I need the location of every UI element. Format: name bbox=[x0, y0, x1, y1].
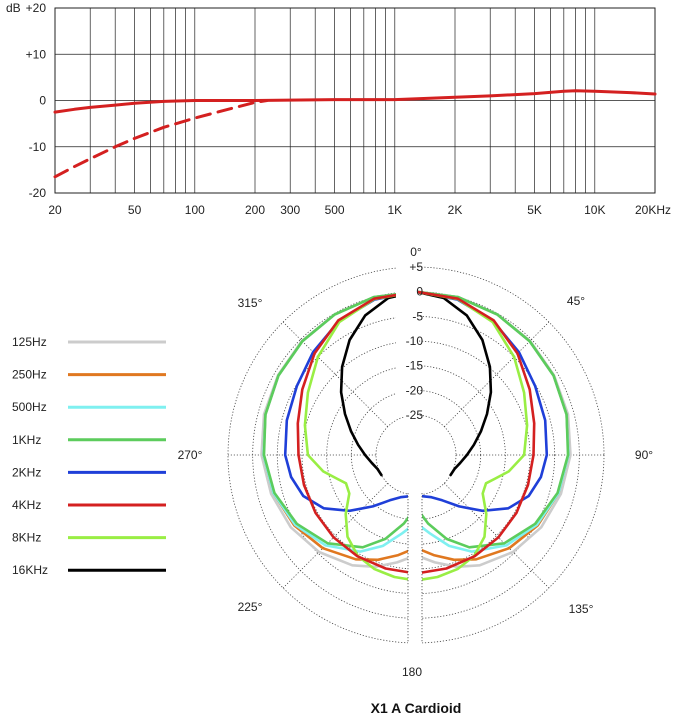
x-tick-labels: 20 50 100 200 300 500 1K 2K 5K 10K 20KHz bbox=[48, 203, 671, 217]
x-tick-label: 200 bbox=[245, 203, 265, 217]
polar-spoke bbox=[282, 321, 388, 427]
plot-frame bbox=[54, 7, 656, 194]
x-tick-label: 100 bbox=[185, 203, 205, 217]
y-tick-label: +20 bbox=[26, 1, 47, 15]
y-axis-label: dB bbox=[6, 1, 21, 15]
x-tick-label: 1K bbox=[387, 203, 402, 217]
y-tick-label: -20 bbox=[29, 186, 47, 200]
chart-caption: X1 A Cardioid bbox=[371, 700, 462, 716]
radial-tick-label: -15 bbox=[406, 359, 424, 373]
polar-curve-8khz-left bbox=[303, 290, 418, 582]
radial-tick-label: -20 bbox=[406, 383, 424, 397]
y-tick-label: -10 bbox=[29, 140, 47, 154]
angle-label: 90° bbox=[635, 448, 653, 462]
angle-label: 270° bbox=[178, 448, 203, 462]
polar-spoke bbox=[282, 483, 388, 589]
legend-label: 250Hz bbox=[12, 368, 47, 382]
legend-label: 1KHz bbox=[12, 433, 41, 447]
x-tick-label: 500 bbox=[325, 203, 345, 217]
angle-label: 180 bbox=[402, 665, 422, 679]
radial-tick-label: 0 bbox=[416, 285, 423, 299]
y-tick-labels: +20 +10 0 -10 -20 bbox=[26, 1, 47, 200]
radial-tick-labels: +5 0 -5 -10 -15 -20 -25 bbox=[406, 260, 424, 422]
legend-label: 500Hz bbox=[12, 400, 47, 414]
y-tick-label: +10 bbox=[26, 47, 47, 61]
x-tick-label: 2K bbox=[448, 203, 463, 217]
x-tick-label: 50 bbox=[128, 203, 142, 217]
legend-label: 4KHz bbox=[12, 498, 41, 512]
polar-curve-1khz-left bbox=[262, 290, 418, 549]
response-curve-dashed bbox=[53, 99, 269, 179]
radial-tick-label: -25 bbox=[406, 408, 424, 422]
polar-center-gap bbox=[378, 265, 454, 645]
polar-spoke bbox=[444, 483, 550, 589]
y-tick-label: 0 bbox=[39, 94, 46, 108]
legend-label: 16KHz bbox=[12, 563, 48, 577]
polar-ring bbox=[276, 315, 556, 595]
polar-curve-1khz-right bbox=[414, 290, 570, 549]
x-tick-label: 5K bbox=[527, 203, 542, 217]
polar-curve-8khz-right bbox=[414, 290, 529, 582]
polar-curve-16khz-left bbox=[339, 290, 418, 477]
polar-series bbox=[260, 290, 572, 582]
frequency-frame bbox=[54, 7, 656, 194]
angle-label: 135° bbox=[569, 602, 594, 616]
polar-curve-16khz-right bbox=[414, 290, 493, 477]
polar-spoke bbox=[444, 321, 550, 427]
radial-tick-label: -5 bbox=[412, 309, 423, 323]
x-tick-label: 300 bbox=[280, 203, 300, 217]
legend-label: 8KHz bbox=[12, 531, 41, 545]
legend-label: 2KHz bbox=[12, 465, 41, 479]
legend: 125Hz 250Hz 500Hz 1KHz 2KHz 4KHz 8KHz 16KHz bbox=[12, 335, 166, 577]
x-tick-label: 10K bbox=[584, 203, 605, 217]
polar-pattern-chart: +5 0 -5 -10 -15 -20 -25 0° 45° 90° 135° 180 225° 270… bbox=[178, 245, 654, 679]
polar-top-label-strip bbox=[396, 265, 418, 417]
polar-bottom-slit bbox=[408, 455, 422, 645]
polar-curve-4khz-right bbox=[414, 290, 536, 575]
angle-label: 225° bbox=[238, 600, 263, 614]
x-tick-label: 20KHz bbox=[635, 203, 671, 217]
frequency-series bbox=[53, 89, 657, 179]
polar-ring bbox=[301, 340, 531, 570]
radial-tick-label: +5 bbox=[409, 260, 423, 274]
x-tick-label: 20 bbox=[48, 203, 62, 217]
angle-label: 45° bbox=[567, 294, 585, 308]
angle-label: 315° bbox=[238, 296, 263, 310]
response-curve-solid bbox=[53, 89, 657, 114]
angle-labels: 0° 45° 90° 135° 180 225° 270° 315° bbox=[178, 245, 654, 679]
angle-label: 0° bbox=[410, 245, 422, 259]
radial-tick-label: -10 bbox=[406, 334, 424, 348]
legend-label: 125Hz bbox=[12, 335, 47, 349]
frequency-response-chart: dB +20 +10 0 -10 -20 20 50 100 200 300 500 1K 2K 5K 1… bbox=[6, 1, 671, 217]
polar-curve-4khz-left bbox=[296, 290, 418, 575]
